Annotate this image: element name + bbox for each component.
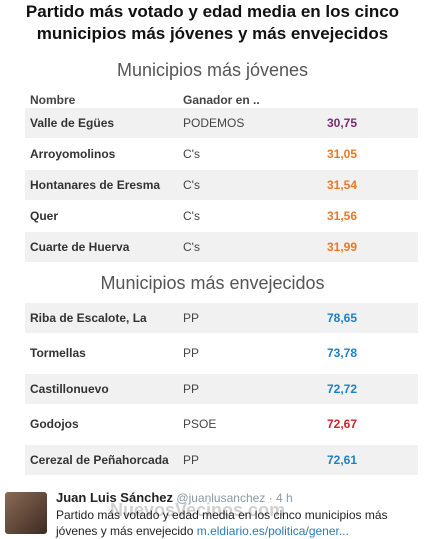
table-row: Arroyomolinos C's 31,05: [25, 139, 418, 169]
table-row: Hontanares de Eresma C's 31,54: [25, 170, 418, 200]
winner-party: PSOE: [183, 417, 217, 431]
table-row: Valle de Egües PODEMOS 30,75: [25, 108, 418, 138]
watermark: NuevosVecinos.com: [110, 500, 286, 520]
image-title: municipios más jóvenes y más envejecidos: [36, 24, 389, 43]
tweet-time[interactable]: · 4 h: [268, 491, 293, 505]
average-age: 72,72: [327, 382, 358, 396]
average-age: 31,56: [327, 209, 358, 223]
municipality-name: Cerezal de Peñahorcada: [30, 453, 169, 467]
table-row: Tormellas PP 73,78: [25, 338, 418, 368]
municipality-name: Castillonuevo: [30, 382, 109, 396]
tweet-header: Juan Luis Sánchez @juanlusanchez · 4 h: [56, 490, 293, 505]
winner-party: PODEMOS: [183, 116, 245, 130]
average-age: 30,75: [327, 116, 358, 130]
winner-party: PP: [183, 382, 200, 396]
table-row: Cerezal de Peñahorcada PP 72,61: [25, 445, 418, 475]
winner-party: C's: [183, 209, 200, 223]
municipality-name: Tormellas: [30, 346, 86, 360]
winner-party: C's: [183, 147, 200, 161]
table-row: Godojos PSOE 72,67: [25, 409, 418, 439]
average-age: 73,78: [327, 346, 358, 360]
average-age: 31,99: [327, 240, 358, 254]
table-row: Castillonuevo PP 72,72: [25, 374, 418, 404]
municipality-name: Riba de Escalote, La: [30, 311, 147, 325]
winner-party: PP: [183, 453, 200, 467]
tweet-text: Partido más votado y edad media en los c…: [56, 508, 388, 538]
average-age: 72,61: [327, 453, 358, 467]
column-header: Nombre: [30, 93, 76, 107]
table-row: Riba de Escalote, La PP 78,65: [25, 303, 418, 333]
average-age: 78,65: [327, 311, 358, 325]
winner-party: C's: [183, 240, 200, 254]
table-row: Quer C's 31,56: [25, 201, 418, 231]
municipality-name: Quer: [30, 209, 59, 223]
table-heading: Municipios más envejecidos: [100, 273, 325, 293]
average-age: 31,54: [327, 178, 358, 192]
table-row: Cuarte de Huerva C's 31,99: [25, 232, 418, 262]
winner-party: C's: [183, 178, 200, 192]
author-name[interactable]: Juan Luis Sánchez: [56, 490, 174, 505]
municipality-name: Godojos: [30, 417, 79, 431]
author-handle[interactable]: @juanlusanchez: [176, 491, 266, 505]
municipality-name: Cuarte de Huerva: [30, 240, 130, 254]
municipality-name: Hontanares de Eresma: [30, 178, 161, 192]
image-title: Partido más votado y edad media en los c…: [25, 2, 400, 21]
tweet-body: Partido más votado y edad media en los c…: [56, 507, 422, 539]
municipality-name: Valle de Egües: [30, 116, 115, 130]
column-header: Ganador en ..: [183, 93, 260, 107]
municipality-name: Arroyomolinos: [30, 147, 116, 161]
average-age: 72,67: [327, 417, 358, 431]
tweet-link[interactable]: m.eldiario.es/politica/gener...: [196, 524, 349, 538]
winner-party: PP: [183, 346, 200, 360]
avatar: [5, 492, 47, 534]
winner-party: PP: [183, 311, 200, 325]
table-heading: Municipios más jóvenes: [116, 60, 309, 80]
average-age: 31,05: [327, 147, 358, 161]
